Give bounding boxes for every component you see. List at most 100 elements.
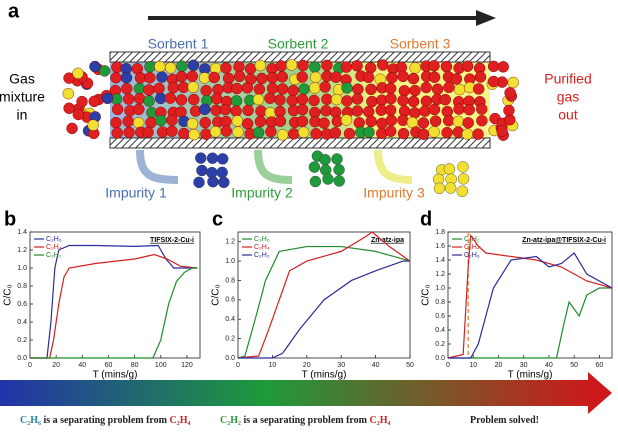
molecule xyxy=(453,103,465,115)
molecule xyxy=(352,83,364,95)
molecule xyxy=(365,83,377,96)
y-tick-label: 1.0 xyxy=(17,265,27,272)
y-axis-label: C/C₀ xyxy=(421,284,432,305)
molecule xyxy=(452,115,465,128)
molecule xyxy=(476,103,488,115)
line-series xyxy=(237,245,411,359)
molecule xyxy=(154,60,166,73)
molecule xyxy=(287,84,299,97)
molecule xyxy=(276,83,289,95)
molecule xyxy=(200,84,212,97)
x-tick-label: 50 xyxy=(406,362,414,369)
molecule xyxy=(340,61,353,73)
molecule xyxy=(377,59,389,71)
molecule xyxy=(472,83,485,95)
chart-title: Zn-atz-ipa xyxy=(371,237,404,244)
line-series xyxy=(448,287,612,359)
legend-label: C₂H₄ xyxy=(464,244,480,251)
x-tick-label: 40 xyxy=(372,362,380,369)
molecule xyxy=(72,67,84,80)
molecule xyxy=(409,84,421,97)
molecule xyxy=(230,105,242,117)
molecule xyxy=(230,95,243,107)
molecule xyxy=(166,114,178,126)
molecule xyxy=(341,82,353,94)
molecule xyxy=(472,128,484,140)
molecule xyxy=(200,128,212,140)
molecule xyxy=(330,71,342,83)
y-tick-label: 0.0 xyxy=(225,355,235,362)
legend-label: C₂H₄ xyxy=(46,244,62,251)
molecule xyxy=(384,104,397,116)
molecule xyxy=(153,82,165,95)
molecule xyxy=(320,105,332,117)
molecule xyxy=(274,105,286,118)
molecule xyxy=(256,72,268,85)
legend-label: C₂H₂ xyxy=(254,252,270,259)
line-series xyxy=(30,253,198,359)
molecule xyxy=(196,164,208,177)
y-tick-label: 1.2 xyxy=(225,239,235,246)
y-tick-label: 0.0 xyxy=(435,355,445,362)
molecule xyxy=(363,126,375,138)
molecule xyxy=(321,93,333,105)
molecule xyxy=(187,59,200,72)
impurity-label: Impurity 2 xyxy=(231,185,293,201)
molecule xyxy=(142,126,154,138)
molecule xyxy=(220,125,233,137)
molecule xyxy=(329,127,342,139)
molecules xyxy=(62,59,519,197)
y-tick-label: 1.4 xyxy=(17,229,27,236)
molecule xyxy=(274,94,286,106)
molecule xyxy=(208,71,220,84)
molecule xyxy=(101,92,114,105)
inlet-label: in xyxy=(17,107,28,123)
molecule xyxy=(253,83,266,95)
molecule xyxy=(363,105,375,118)
gradient-arrow-head xyxy=(588,372,612,414)
molecule xyxy=(87,119,99,131)
molecule xyxy=(231,82,243,95)
molecule xyxy=(419,105,431,117)
molecule xyxy=(144,61,156,73)
molecule xyxy=(266,82,279,95)
x-tick-label: 60 xyxy=(105,362,113,369)
molecule xyxy=(276,71,288,83)
molecule xyxy=(111,103,124,116)
molecule xyxy=(242,104,254,117)
outlet-label: out xyxy=(558,107,578,123)
molecule xyxy=(331,153,343,165)
line-series xyxy=(447,233,613,359)
molecule xyxy=(503,104,515,117)
line-series xyxy=(237,231,411,359)
x-tick-label: 40 xyxy=(545,362,553,369)
molecule xyxy=(63,72,75,84)
molecule xyxy=(463,104,475,116)
molecule xyxy=(155,92,167,105)
molecule xyxy=(318,117,330,129)
molecule xyxy=(207,176,219,188)
molecule xyxy=(88,95,100,108)
molecule xyxy=(462,117,474,129)
molecule xyxy=(351,105,364,117)
molecule xyxy=(417,117,430,129)
molecule xyxy=(384,82,397,95)
tube-wall xyxy=(109,137,491,149)
molecule xyxy=(276,129,289,141)
statement: Problem solved! xyxy=(470,415,539,426)
molecule xyxy=(254,115,267,128)
statement-part: is a separating problem from xyxy=(41,415,170,426)
molecule xyxy=(321,59,333,72)
molecule xyxy=(439,93,451,106)
molecule xyxy=(341,95,353,107)
molecule xyxy=(156,71,168,83)
y-tick-label: 0.4 xyxy=(435,327,445,334)
y-axis-label: C/C₀ xyxy=(3,284,14,305)
molecule xyxy=(385,92,397,105)
molecule xyxy=(364,62,377,74)
legend-label: C₂H₆ xyxy=(464,252,480,259)
molecule xyxy=(333,175,345,187)
panel-label: c xyxy=(212,208,223,230)
molecule xyxy=(297,59,309,72)
